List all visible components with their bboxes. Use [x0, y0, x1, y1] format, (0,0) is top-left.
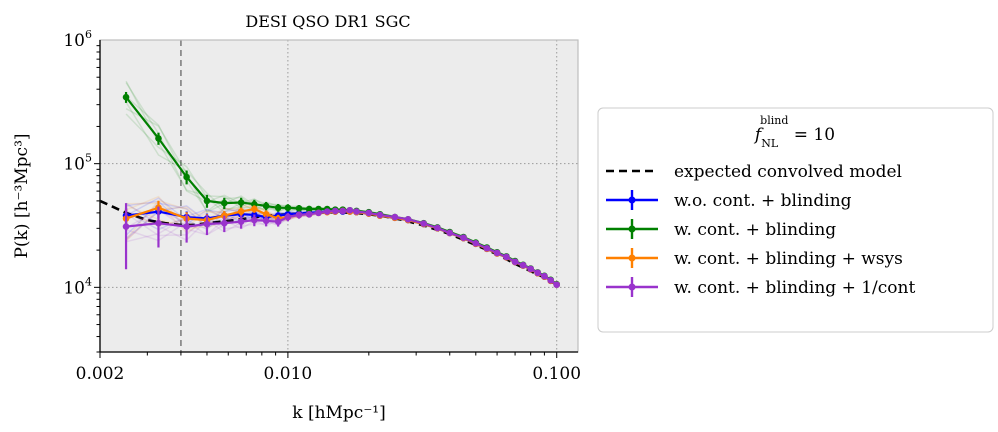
data-point [339, 207, 347, 215]
data-point [274, 204, 282, 212]
data-point [305, 205, 313, 213]
data-point [155, 219, 162, 227]
legend-swatch-marker [628, 196, 636, 204]
legend-entries: expected convolved model w.o. cont. + bli… [606, 162, 915, 298]
legend-label-3: w. cont. + blinding + wsys [674, 249, 903, 269]
data-point [262, 217, 270, 225]
legend-label-0: expected convolved model [674, 162, 902, 182]
x-axis-label: k [hMpc⁻¹] [292, 403, 386, 423]
data-point [284, 204, 292, 212]
data-point [547, 276, 555, 284]
data-point [155, 135, 162, 142]
data-point [493, 249, 501, 257]
data-point [251, 205, 258, 213]
legend-label-1: w.o. cont. + blinding [674, 191, 852, 211]
x-axis-ticks: 0.002 0.010 0.100 [76, 352, 581, 384]
legend-label-4: w. cont. + blinding + 1/cont [674, 278, 915, 298]
legend-swatch-marker [628, 283, 636, 291]
data-point [446, 229, 454, 237]
y-axis-label: P(k) [h⁻³Mpc³] [12, 133, 32, 258]
data-point [472, 240, 480, 247]
data-point [122, 223, 130, 230]
data-point [376, 211, 384, 219]
data-point [295, 205, 303, 212]
data-point [203, 220, 211, 228]
y-tick-label-0: 104 [63, 275, 92, 298]
data-point [221, 219, 228, 227]
data-point [391, 213, 399, 221]
legend-swatch-marker [628, 254, 636, 262]
data-point [305, 210, 313, 218]
y-axis-ticks: 104 105 106 [63, 28, 100, 353]
data-point [353, 208, 360, 215]
data-point [460, 234, 467, 241]
data-point [365, 209, 373, 217]
data-point [420, 220, 427, 227]
legend-title: fNLblind = 10 [753, 114, 835, 150]
data-point [541, 272, 548, 280]
data-point [237, 218, 245, 225]
x-tick-label-1: 0.010 [264, 364, 313, 384]
data-point [315, 209, 322, 217]
data-point [274, 218, 282, 225]
data-point [203, 197, 211, 205]
data-point [183, 173, 190, 181]
data-point [511, 258, 519, 266]
legend-swatch-marker [628, 225, 636, 233]
data-point [503, 253, 510, 261]
data-point [346, 206, 354, 214]
chart-title: DESI QSO DR1 SGC [245, 12, 410, 31]
data-point [221, 199, 228, 207]
x-tick-label-0: 0.002 [76, 364, 125, 384]
plot-area [99, 39, 579, 353]
legend: fNLblind = 10 expected convolved model w.… [597, 107, 994, 333]
data-point [122, 93, 130, 101]
y-tick-label-1: 105 [63, 152, 92, 175]
data-point [183, 223, 190, 230]
axes [99, 40, 578, 353]
series-3 [122, 203, 561, 289]
data-point [519, 261, 527, 269]
data-point [404, 215, 412, 223]
data-point [237, 199, 245, 206]
data-point [251, 200, 258, 208]
x-tick-label-2: 0.100 [532, 364, 581, 384]
data-point [331, 207, 339, 215]
data-point [284, 213, 292, 221]
legend-box [597, 107, 994, 333]
series-layer [99, 80, 561, 289]
data-point [262, 202, 270, 210]
data-point [527, 265, 534, 273]
data-point [295, 211, 303, 219]
legend-label-2: w. cont. + blinding [674, 220, 836, 240]
data-point [434, 224, 441, 232]
y-tick-label-2: 106 [63, 28, 92, 51]
data-point [553, 281, 561, 289]
plot-background [100, 40, 578, 352]
data-point [323, 208, 331, 215]
data-point [237, 208, 245, 215]
data-point [262, 210, 270, 218]
data-point [251, 216, 258, 224]
data-point [534, 269, 542, 277]
data-point [483, 244, 491, 252]
